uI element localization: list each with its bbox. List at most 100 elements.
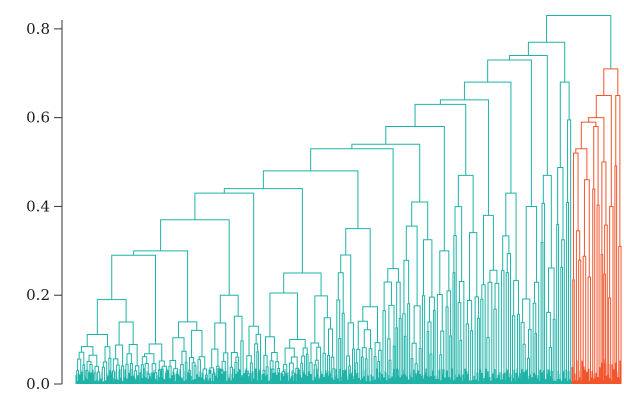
dendrogram-link-253 — [587, 276, 592, 384]
dendrogram-link-32 — [144, 363, 149, 384]
dendrogram-link-255 — [592, 188, 596, 384]
dendrogram-link-133 — [356, 348, 361, 384]
dendrogram-link-269 — [588, 117, 605, 163]
dendrogram-link-53 — [193, 365, 197, 384]
dendrogram-link-272 — [546, 15, 612, 69]
dendrogram-link-29 — [96, 299, 127, 335]
dendrogram-link-108 — [289, 339, 306, 349]
dendrogram-link-216 — [532, 302, 537, 384]
dendrogram-link-236 — [194, 192, 255, 327]
dendrogram-link-172 — [423, 239, 433, 298]
dendrogram-link-129 — [351, 348, 355, 384]
dendrogram-link-10 — [88, 354, 98, 367]
dendrogram-link-22 — [125, 363, 129, 384]
dendrogram-link-200 — [489, 269, 498, 284]
dendrogram-link-116 — [327, 354, 330, 384]
dendrogram-link-230 — [566, 201, 570, 384]
dendrogram-link-193 — [457, 174, 474, 233]
y-tick-label-2: 0.4 — [26, 197, 50, 215]
dendrogram-link-55 — [189, 357, 195, 371]
dendrogram-link-175 — [440, 330, 445, 384]
dendrogram-link-256 — [596, 204, 600, 384]
dendrogram-link-42 — [148, 343, 163, 361]
cluster-2-links — [571, 68, 622, 384]
dendrogram-link-6 — [86, 361, 92, 371]
dendrogram-link-13 — [102, 361, 108, 384]
dendrogram-link-158 — [407, 303, 411, 384]
dendrogram-link-204 — [506, 253, 512, 384]
dendrogram-link-268 — [580, 121, 597, 149]
dendrogram-link-207 — [517, 313, 520, 384]
dendrogram-link-75 — [240, 340, 244, 384]
dendrogram-link-112 — [314, 359, 319, 384]
dendrogram-link-27 — [128, 343, 138, 366]
dendrogram-link-271 — [603, 68, 619, 96]
y-tick-label-0: 0.0 — [26, 375, 50, 393]
dendrogram-link-257 — [593, 126, 599, 206]
dendrogram-link-33 — [141, 356, 148, 365]
dendrogram-link-224 — [548, 267, 555, 320]
dendrogram-link-151 — [383, 281, 392, 311]
dendrogram-link-184 — [457, 302, 462, 384]
dendrogram-link-227 — [560, 266, 564, 384]
dendrogram-link-265 — [618, 245, 622, 384]
dendrogram-link-166 — [421, 295, 426, 384]
dendrogram-link-61 — [177, 321, 198, 338]
dendrogram-link-249 — [578, 259, 582, 384]
dendrogram-link-261 — [601, 161, 607, 255]
dendrogram-link-164 — [413, 305, 421, 349]
dendrogram-link-201 — [482, 214, 494, 285]
dendrogram-link-238 — [262, 170, 359, 229]
dendrogram-link-50 — [181, 350, 187, 365]
dendrogram-link-194 — [480, 298, 484, 384]
dendrogram-link-226 — [556, 223, 560, 384]
dendrogram-link-146 — [382, 310, 386, 384]
dendrogram-link-264 — [614, 165, 618, 384]
dendrogram-link-157 — [402, 313, 406, 384]
dendrogram-link-237 — [223, 188, 303, 274]
dendrogram-link-209 — [505, 192, 517, 281]
dendrogram-link-260 — [604, 224, 608, 384]
dendrogram-link-246 — [509, 55, 548, 176]
dendrogram-link-222 — [546, 311, 551, 384]
dendrogram-link-199 — [494, 282, 500, 384]
dendrogram-link-197 — [487, 281, 493, 384]
dendrogram-link-140 — [373, 356, 377, 384]
dendrogram-link-210 — [522, 343, 526, 384]
dendrogram-link-218 — [525, 205, 538, 300]
dendrogram-link-189 — [466, 300, 473, 331]
dendrogram-link-66 — [211, 348, 219, 368]
dendrogram-link-115 — [322, 352, 326, 384]
dendrogram-link-203 — [505, 272, 509, 384]
dendrogram-link-28 — [118, 321, 134, 345]
dendrogram-link-241 — [385, 126, 445, 251]
dendrogram-link-247 — [527, 41, 566, 83]
dendrogram-link-254 — [583, 179, 590, 278]
dendrogram-link-192 — [469, 232, 478, 301]
dendrogram-link-90 — [269, 360, 274, 384]
dendrogram-link-267 — [575, 148, 588, 180]
y-tick-label-3: 0.6 — [26, 109, 50, 127]
dendrogram-link-131 — [340, 254, 352, 323]
dendrogram-link-234 — [133, 250, 189, 322]
dendrogram-link-152 — [395, 327, 398, 384]
dendrogram-link-11 — [80, 346, 94, 356]
dendrogram-link-103 — [284, 347, 295, 365]
dendrogram-link-231 — [567, 119, 572, 384]
dendrogram-link-69 — [223, 352, 229, 384]
dendrogram-link-3 — [78, 351, 85, 365]
dendrogram-link-83 — [254, 343, 259, 384]
dendrogram-link-138 — [363, 329, 371, 349]
dendrogram-link-178 — [449, 335, 452, 384]
dendrogram-link-60 — [191, 329, 203, 358]
dendrogram-link-121 — [314, 295, 328, 344]
dendrogram-link-70 — [214, 322, 227, 353]
dendrogram-link-208 — [513, 280, 519, 316]
dendrogram-link-165 — [405, 225, 418, 306]
y-axis: 0.0 0.2 0.4 0.6 0.8 — [26, 20, 63, 393]
dendrogram-link-251 — [573, 152, 579, 280]
dendrogram-link-130 — [347, 322, 354, 357]
dendrogram-link-85 — [248, 325, 259, 356]
dendrogram-link-155 — [387, 268, 399, 283]
dendrogram-link-180 — [439, 250, 450, 295]
